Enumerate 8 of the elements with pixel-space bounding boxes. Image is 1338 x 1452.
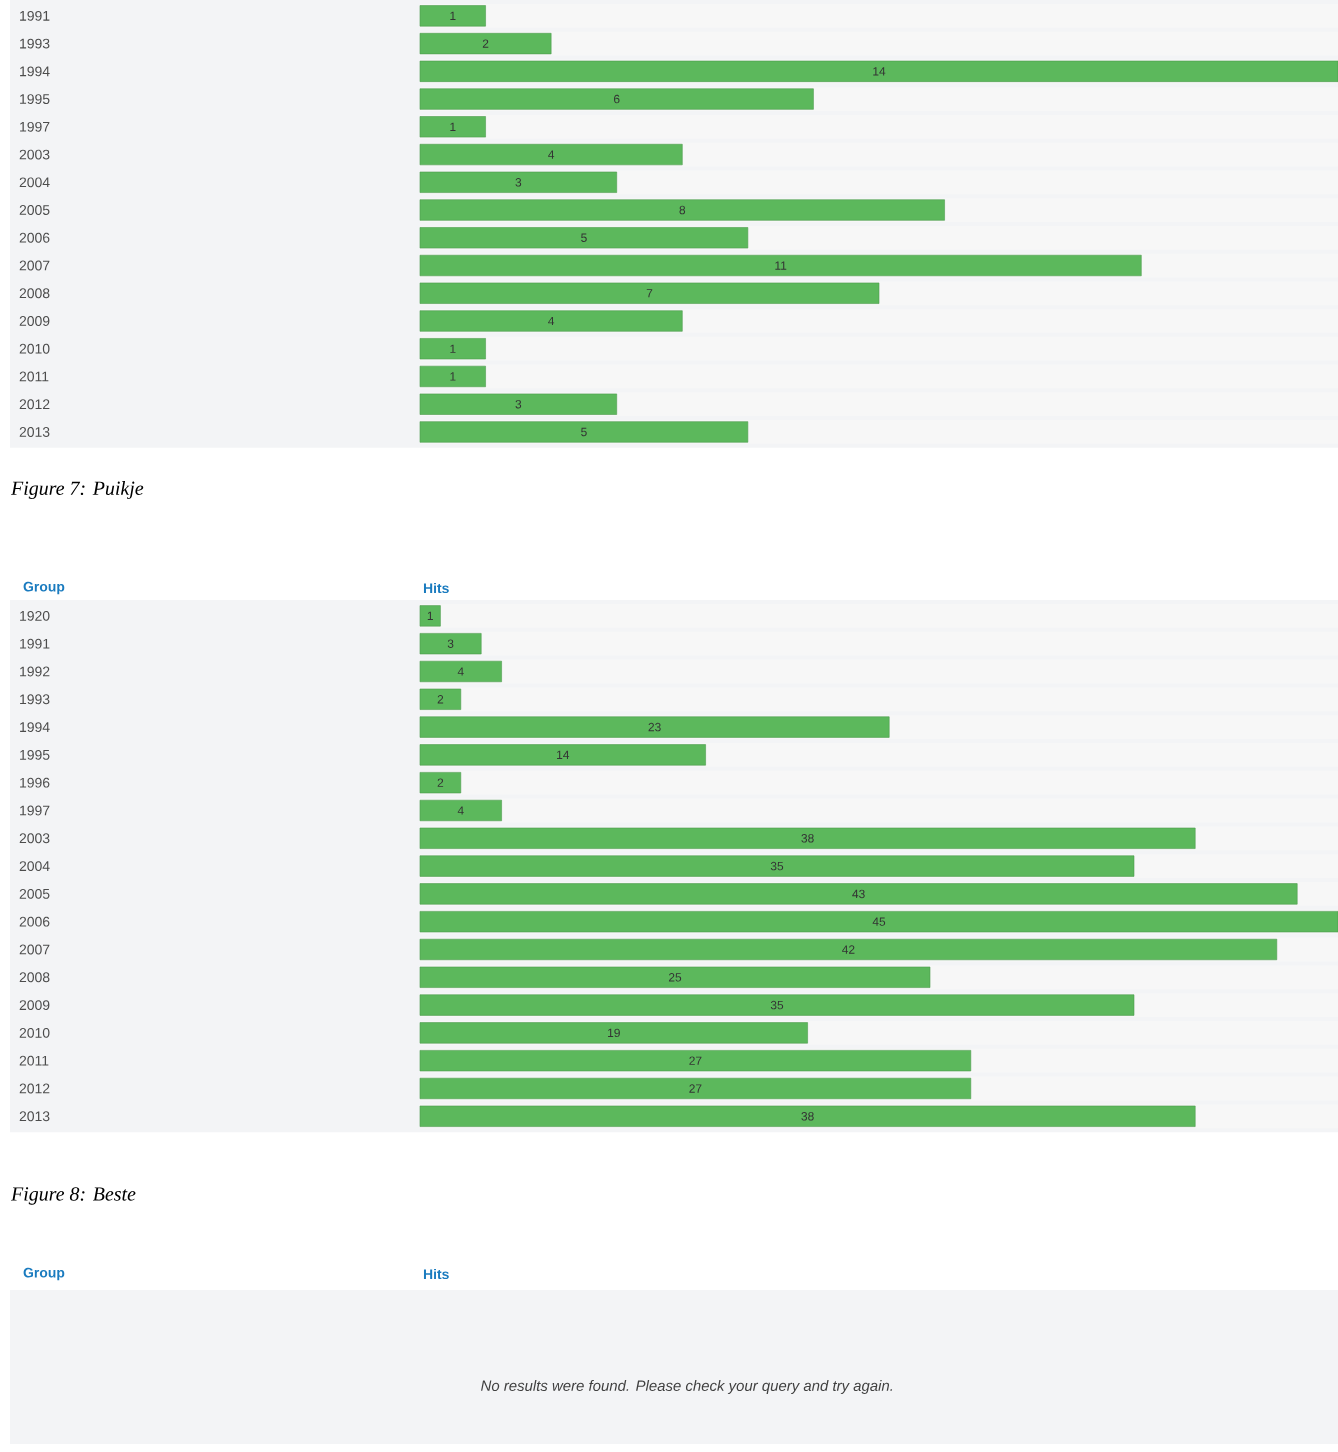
bar [419,143,683,166]
bar [419,744,706,766]
bar [419,32,552,55]
text: Figure 8: Beste [10,1187,136,1205]
text: Figure 7: Puikje [10,480,144,500]
bar [419,171,618,193]
bar [419,310,683,332]
bar [419,393,618,415]
